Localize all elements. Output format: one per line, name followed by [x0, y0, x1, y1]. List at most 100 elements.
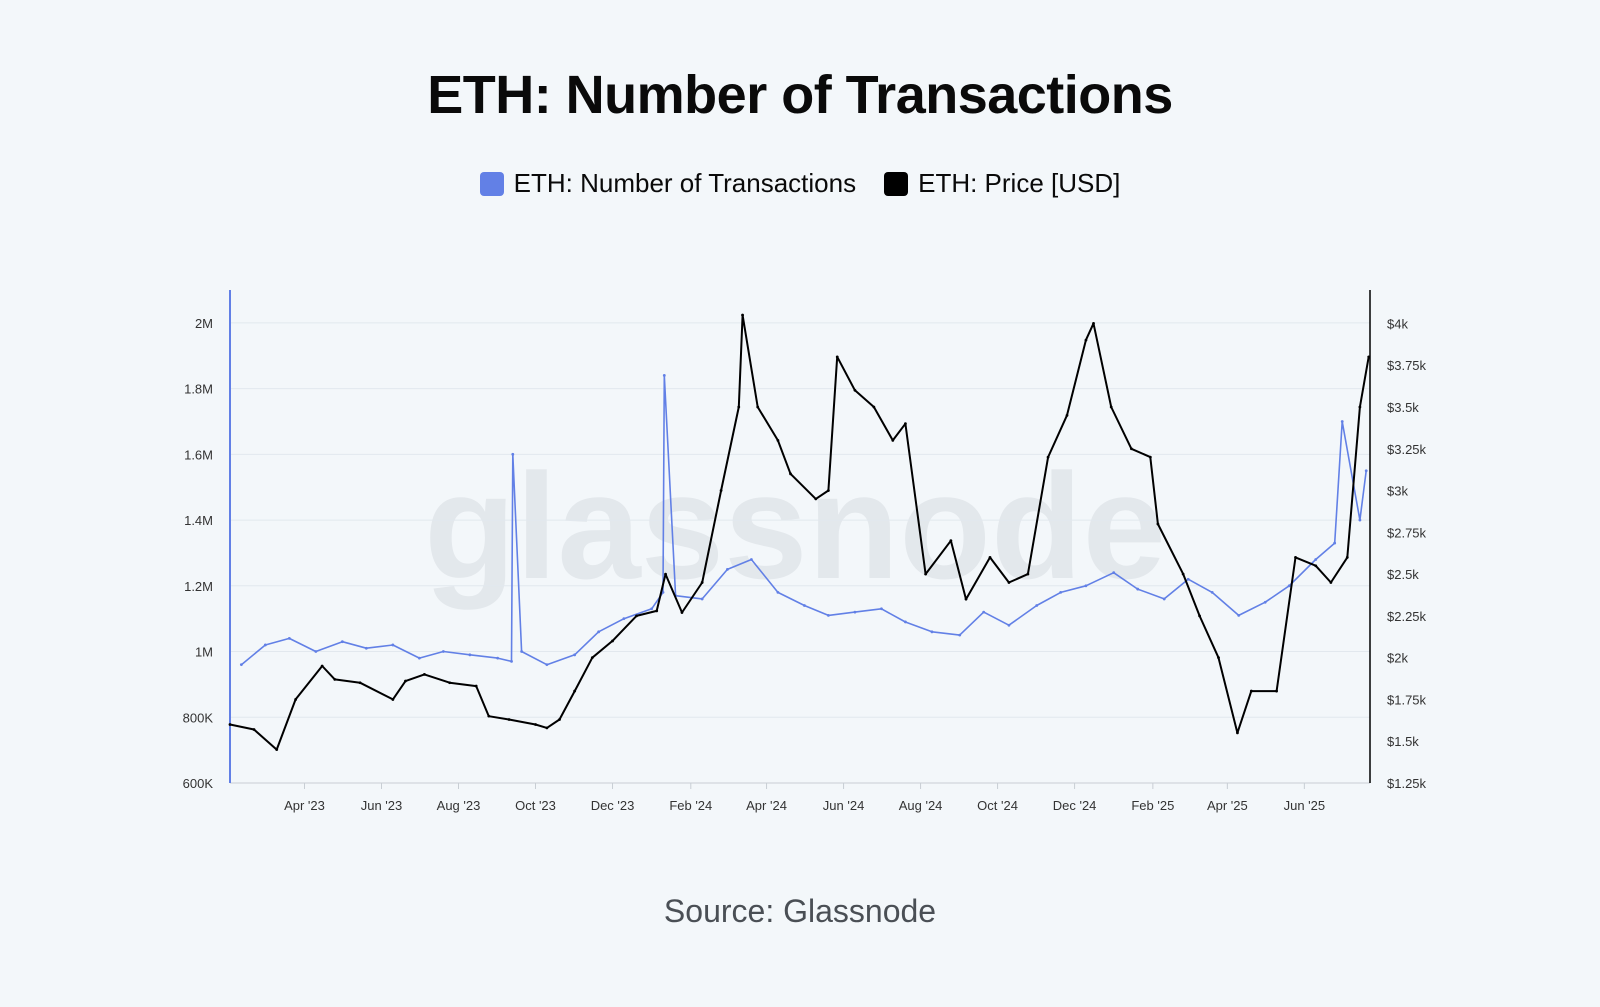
y-left-tick-6: 1.8M: [184, 382, 213, 397]
series-price-point-62: [1358, 405, 1362, 409]
series-price-point-4: [320, 664, 324, 668]
series-price-point-57: [1275, 689, 1278, 693]
series-price-point-2: [275, 748, 279, 751]
series-price-point-1: [252, 728, 256, 731]
series-price-point-10: [448, 681, 452, 685]
source-caption: Source: Glassnode: [663, 893, 937, 929]
series-price-point-8: [404, 679, 407, 683]
series-price-point-12: [487, 714, 491, 718]
series-price-point-7: [391, 698, 395, 701]
series-transactions-point-12: [511, 452, 515, 456]
series-transactions-point-46: [1314, 558, 1318, 561]
y-left-tick-4: 1.4M: [184, 513, 213, 528]
series-transactions-point-22: [700, 597, 704, 601]
series-price-point-32: [827, 489, 830, 492]
y-left-tick-2: 1M: [195, 645, 213, 660]
series-price-point-56: [1249, 689, 1253, 693]
series-transactions-point-36: [1059, 590, 1063, 594]
y-right-tick-4: $2.25k: [1387, 609, 1427, 624]
series-transactions-point-23: [726, 567, 729, 571]
series-transactions-point-26: [803, 604, 806, 607]
series-price-point-31: [814, 497, 818, 501]
series-price-point-21: [655, 609, 659, 613]
series-price-point-38: [924, 572, 928, 576]
series-price-point-18: [590, 656, 594, 660]
series-price-point-22: [664, 572, 667, 576]
series-price-point-44: [1046, 455, 1050, 459]
series-price-point-27: [741, 313, 744, 317]
x-tick-7: Jun '24: [823, 798, 865, 813]
series-transactions-point-49: [1358, 518, 1362, 522]
series-transactions-point-10: [496, 656, 500, 660]
series-price-point-42: [1007, 581, 1011, 584]
legend-item-transactions[interactable]: ETH: Number of Transactions: [479, 168, 856, 199]
series-price-point-14: [534, 723, 537, 726]
series-transactions-point-30: [904, 620, 907, 624]
series-transactions-point-45: [1287, 584, 1291, 588]
legend-item-price[interactable]: ETH: Price [USD]: [884, 168, 1120, 199]
series-price-point-49: [1129, 447, 1133, 451]
x-tick-10: Dec '24: [1053, 798, 1097, 813]
series-price-point-3: [294, 698, 298, 701]
series-transactions-point-34: [1007, 623, 1011, 627]
series-price-point-47: [1092, 322, 1095, 325]
series-transactions-point-50: [1364, 469, 1368, 473]
series-transactions-point-5: [364, 646, 368, 650]
series-price-point-11: [474, 684, 478, 688]
series-transactions-point-8: [441, 650, 445, 653]
y-right-tick-3: $2k: [1387, 651, 1408, 666]
x-tick-9: Oct '24: [977, 798, 1018, 813]
series-price-point-5: [333, 677, 337, 681]
series-price-point-19: [611, 639, 614, 643]
series-price-point-34: [853, 388, 857, 392]
y-left-tick-5: 1.6M: [184, 447, 213, 462]
series-price-point-29: [776, 439, 780, 442]
series-transactions-point-15: [573, 653, 577, 657]
y-right-tick-2: $1.75k: [1387, 692, 1427, 707]
y-right-tick-7: $3k: [1387, 484, 1408, 499]
y-left-tick-7: 2M: [195, 316, 213, 331]
series-price-point-37: [904, 422, 907, 426]
series-price-point-51: [1156, 522, 1160, 526]
x-tick-1: Jun '23: [361, 798, 403, 813]
series-price-point-52: [1181, 572, 1185, 576]
series-transactions-point-17: [622, 617, 626, 621]
series-transactions-point-47: [1333, 541, 1337, 545]
series-transactions-point-31: [930, 630, 934, 634]
series-price-point-53: [1198, 614, 1201, 618]
x-tick-11: Feb '25: [1131, 798, 1174, 813]
watermark: glassnode: [424, 442, 1166, 610]
y-right-tick-1: $1.5k: [1387, 734, 1419, 749]
series-transactions-point-44: [1263, 600, 1267, 604]
series-price-point-30: [789, 472, 792, 476]
legend-label-price: ETH: Price [USD]: [918, 168, 1121, 198]
series-price-point-36: [891, 439, 895, 442]
y-right-tick-0: $1.25k: [1387, 776, 1427, 791]
series-transactions-point-33: [982, 610, 986, 614]
series-transactions-point-20: [662, 374, 666, 377]
series-transactions-point-11: [510, 659, 513, 663]
axes: [229, 290, 1371, 789]
series-transactions-point-4: [340, 640, 344, 644]
series-price-point-13: [507, 718, 511, 721]
series-transactions-point-3: [314, 650, 318, 653]
series-price-point-45: [1065, 413, 1069, 417]
x-tick-12: Apr '25: [1207, 798, 1248, 813]
y-right-tick-8: $3.25k: [1387, 442, 1427, 457]
series-price-point-61: [1345, 555, 1349, 559]
series-price-point-58: [1294, 555, 1297, 559]
legend-swatch-price: [884, 171, 909, 196]
series-price-point-25: [719, 489, 723, 492]
series-transactions-point-41: [1186, 577, 1190, 581]
series-transactions-point-13: [520, 650, 524, 653]
y-right-tick-5: $2.5k: [1387, 567, 1419, 582]
series-transactions-point-16: [597, 630, 601, 634]
x-tick-13: Jun '25: [1284, 798, 1326, 813]
series-price-point-0: [228, 723, 232, 726]
y-right-tick-9: $3.5k: [1387, 400, 1419, 415]
x-tick-3: Oct '23: [515, 798, 556, 813]
grid-lines: [230, 322, 1370, 784]
y-left-tick-0: 600K: [183, 776, 214, 791]
series-transactions-point-27: [827, 613, 830, 617]
